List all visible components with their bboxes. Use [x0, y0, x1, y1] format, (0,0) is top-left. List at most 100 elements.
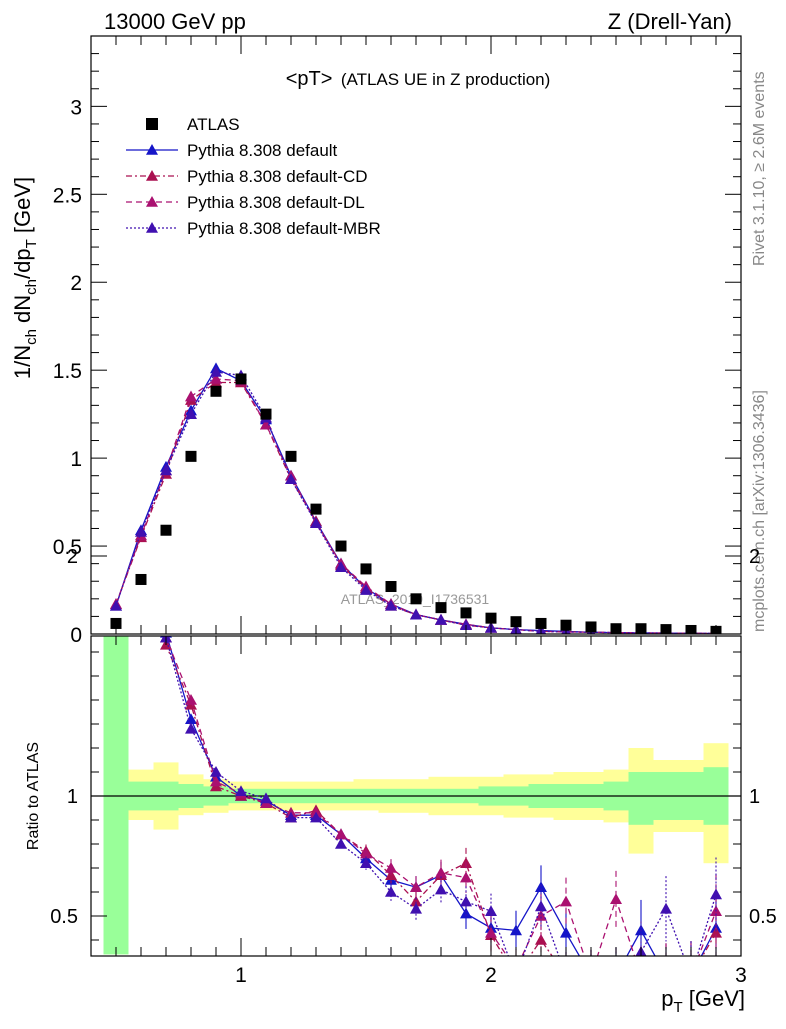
mc-point-dl — [260, 418, 272, 430]
ratio-point-dl — [610, 893, 622, 904]
lower-y-tick-label: 2 — [67, 546, 78, 568]
data-point — [260, 408, 272, 420]
ratio-point-mbr — [185, 722, 197, 734]
ratio-point-dl — [535, 910, 547, 921]
ylabel-sub-2: ch — [23, 279, 40, 295]
mc-point-mbr — [160, 464, 172, 476]
data-point — [160, 524, 172, 536]
data-point — [510, 616, 522, 628]
data-point — [235, 373, 247, 385]
band-inner — [628, 772, 654, 825]
ratio-point-cd — [685, 970, 697, 981]
ratio-point-default — [610, 970, 622, 981]
ratio-point-default — [535, 881, 547, 892]
mcplots-label: mcplots.cern.ch [arXiv:1306.3436] — [751, 390, 768, 632]
upper-series-layer — [110, 362, 722, 634]
ratio-point-mbr — [585, 970, 597, 981]
chart-title: <pT> (ATLAS UE in Z production) — [286, 68, 551, 90]
data-point — [460, 607, 472, 619]
lower-y-tick-label-right: 1 — [749, 786, 760, 808]
xlabel-unit: [GeV] — [683, 986, 745, 1011]
mc-point-mbr — [335, 561, 347, 572]
mc-point-mbr — [310, 517, 322, 528]
ratio-point-dl — [685, 970, 697, 981]
mc-point-mbr — [460, 619, 472, 631]
lower-ticks: 0.5 0.5 1 1 2 2 1 2 3 — [50, 546, 777, 987]
ylabel-part-2: dN — [10, 295, 35, 329]
legend-label-mbr: Pythia 8.308 default-MBR — [187, 219, 381, 238]
ratio-point-cd — [610, 970, 622, 981]
ratio-point-mbr — [210, 766, 222, 777]
data-point — [310, 503, 322, 515]
mc-point-mbr — [410, 608, 422, 620]
ratio-point-default — [185, 713, 197, 724]
ratio-point-dl — [660, 970, 672, 981]
ratio-point-dl — [385, 862, 397, 873]
ratio-point-cd — [710, 926, 722, 938]
ratio-point-dl — [435, 866, 447, 878]
upper-y-tick-label: 3 — [70, 96, 82, 119]
ratio-point-mbr — [260, 792, 272, 804]
ratio-point-cd — [660, 970, 672, 981]
mc-point-mbr — [110, 599, 122, 611]
mc-point-mbr — [435, 613, 447, 625]
upper-y-tick-label: 0.5 — [53, 536, 82, 559]
lower-series-layer — [110, 406, 722, 981]
lower-y-axis-label: Ratio to ATLAS — [25, 742, 42, 850]
ratio-point-mbr — [410, 902, 422, 914]
upper-y-tick-label: 0 — [70, 624, 82, 647]
ratio-point-cd — [635, 970, 647, 981]
legend-label-default: Pythia 8.308 default — [187, 141, 338, 160]
mc-point-mbr — [210, 365, 222, 377]
legend-marker-default — [146, 144, 158, 155]
ratio-point-mbr — [685, 970, 697, 981]
ratio-point-mbr — [510, 970, 522, 981]
legend-label-data: ATLAS — [187, 115, 240, 134]
data-point — [435, 602, 447, 614]
x-tick-label: 2 — [485, 964, 497, 987]
ratio-point-mbr — [310, 811, 322, 823]
ratio-point-dl — [360, 847, 372, 859]
ratio-point-cd — [110, 406, 122, 417]
ylabel-sub-3: T — [23, 239, 40, 248]
data-point — [210, 385, 222, 397]
upper-panel: ATLAS_2019_I1736531 00.511.522.53 — [53, 35, 742, 647]
ratio-point-mbr — [385, 886, 397, 897]
lower-y-tick-label-right: 0.5 — [749, 906, 777, 928]
lower-y-tick-label: 1 — [67, 786, 78, 808]
upper-y-axis-label: 1/Nch dNch/dpT [GeV] — [10, 177, 40, 379]
band-inner — [103, 636, 129, 955]
ratio-point-default — [510, 924, 522, 936]
legend-marker-cd — [146, 170, 158, 181]
legend-marker-data — [146, 118, 158, 130]
ratio-point-cd — [410, 895, 422, 907]
ylabel-unit: [GeV] — [10, 177, 35, 239]
ratio-point-dl — [485, 926, 497, 938]
ratio-point-mbr — [235, 785, 247, 796]
ratio-point-mbr — [485, 905, 497, 916]
ylabel-part-1: 1/N — [10, 345, 35, 379]
ratio-point-default — [585, 970, 597, 981]
ratio-point-mbr — [335, 838, 347, 849]
mc-point-mbr — [135, 525, 147, 537]
ratio-point-dl — [210, 775, 222, 787]
upper-y-tick-label: 1.5 — [53, 360, 82, 383]
ratio-point-dl — [110, 406, 122, 417]
x-tick-label: 3 — [735, 964, 747, 987]
chart-title-sub: (ATLAS UE in Z production) — [341, 70, 550, 89]
mc-point-mbr — [185, 408, 197, 419]
ratio-point-mbr — [460, 895, 472, 907]
process-label: Z (Drell-Yan) — [608, 9, 732, 34]
ratio-point-dl — [410, 881, 422, 892]
legend-label-dl: Pythia 8.308 default-DL — [187, 193, 365, 212]
rivet-label: Rivet 3.1.10, ≥ 2.6M events — [751, 71, 768, 266]
legend-label-cd: Pythia 8.308 default-CD — [187, 167, 368, 186]
x-tick-label: 1 — [235, 964, 247, 987]
data-point — [285, 450, 297, 462]
ratio-point-cd — [585, 970, 597, 981]
mc-point-mbr — [385, 599, 397, 611]
data-point — [360, 563, 372, 575]
data-point — [185, 450, 197, 462]
ylabel-sub-1: ch — [23, 329, 40, 345]
energy-label: 13000 GeV pp — [104, 9, 246, 34]
